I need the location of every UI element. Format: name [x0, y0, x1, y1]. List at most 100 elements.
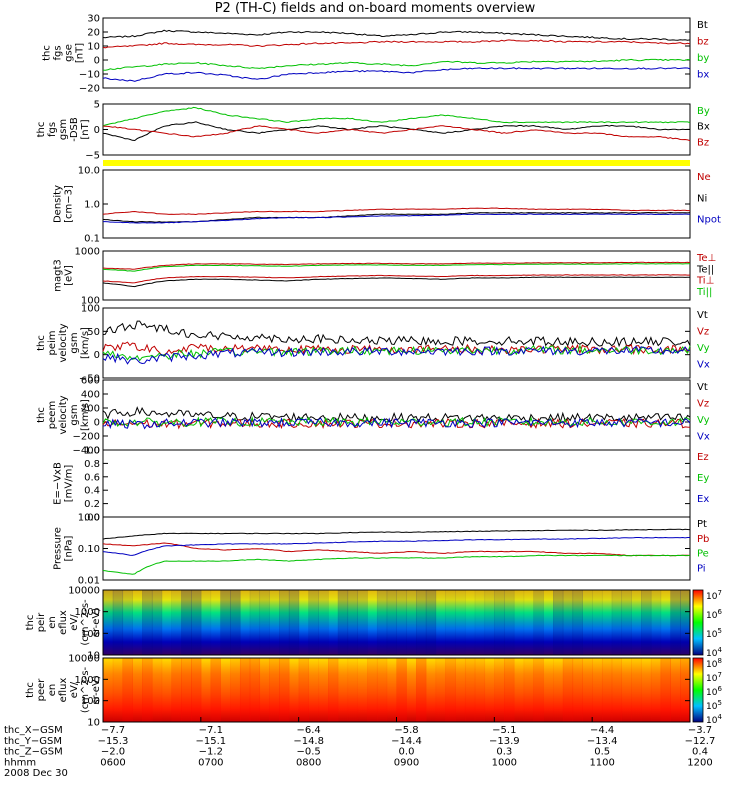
- spectrogram-column: [582, 658, 593, 722]
- legend-Ti⊥: Ti⊥: [696, 276, 714, 287]
- spectrogram-column: [523, 590, 534, 655]
- spectrogram-column: [367, 658, 378, 722]
- legend-Bx: Bx: [697, 122, 710, 133]
- ytick-label: 100: [81, 629, 100, 640]
- ylabel: fgs: [53, 45, 64, 60]
- spectrogram-column: [249, 658, 261, 722]
- ylabel: thc: [36, 407, 47, 423]
- ylabel: thc: [25, 615, 36, 631]
- ytick-label: 30: [87, 14, 100, 25]
- footer-value: 0600: [100, 757, 125, 768]
- ylabel: gsm: [58, 119, 69, 140]
- spectrogram-column: [288, 658, 300, 722]
- panel-5: 100 50 0 −50 thc peim velocity gsm [km/s] Vt Vz Vy V…: [36, 304, 710, 385]
- spectrogram-column: [621, 658, 632, 722]
- footer-value: 1100: [589, 757, 614, 768]
- ytick-label: −200: [73, 432, 100, 443]
- legend-Te||: Te||: [696, 264, 714, 275]
- spectrogram-column: [631, 658, 642, 722]
- ylabel: (cm^2-s-: [80, 666, 91, 713]
- panel-9: 107 106 105 104 10000 1000 100 10 thc peir en eflux…: [25, 586, 722, 662]
- spectrogram-column: [582, 590, 593, 655]
- spectrogram-column: [660, 590, 671, 655]
- legend-Bz: Bz: [697, 137, 709, 148]
- ylabel: [km/s]: [80, 327, 91, 359]
- spectrogram-column: [122, 658, 133, 722]
- footer-value: −14.8: [293, 736, 324, 747]
- panel-frame: [102, 169, 691, 239]
- colorbar-label: 106: [706, 608, 722, 621]
- spectrogram-column: [279, 590, 290, 655]
- spectrogram-column: [406, 590, 417, 655]
- spectrogram-column: [474, 590, 486, 655]
- spectrogram-column: [298, 658, 309, 722]
- spectrogram-column: [562, 590, 574, 655]
- spectrogram-column: [621, 590, 632, 655]
- spectrogram-column: [445, 590, 456, 655]
- ylabel: peer: [36, 678, 47, 702]
- spectrogram-column: [641, 658, 652, 722]
- ylabel: E=−VxB: [53, 462, 64, 505]
- panel-frame: [102, 516, 691, 581]
- spectrogram-column: [416, 590, 427, 655]
- spectrogram: [103, 590, 690, 655]
- legend-Vy: Vy: [697, 343, 710, 354]
- legend-Vz: Vz: [697, 399, 709, 410]
- footer-value: 0700: [198, 757, 223, 768]
- ytick-label: 1.0: [84, 200, 100, 211]
- spectrogram-column: [543, 590, 554, 655]
- footer-value: −12.7: [685, 736, 716, 747]
- spectrogram-column: [347, 590, 358, 655]
- spectrogram-column: [572, 658, 583, 722]
- series-Ti⊥: [102, 261, 691, 270]
- footer-row-label: thc_Y−GSM: [4, 736, 62, 747]
- ytick-label: −20: [79, 84, 100, 95]
- series-bz: [102, 39, 691, 49]
- spectrogram-column: [680, 658, 691, 722]
- spectrogram-column: [249, 590, 261, 655]
- quality-flag-bar: [103, 160, 690, 166]
- legend-Ey: Ey: [697, 473, 709, 484]
- ylabel: [nPa]: [64, 535, 75, 561]
- ytick-label: −10: [79, 70, 100, 81]
- footer-value: −7.7: [101, 725, 125, 736]
- spectrogram-column: [171, 590, 182, 655]
- spectrogram-column: [376, 590, 388, 655]
- legend-Ez: Ez: [697, 452, 709, 463]
- legend-Pe: Pe: [697, 549, 709, 560]
- ytick-label: 0: [94, 125, 100, 136]
- ytick-label: 50: [87, 327, 100, 338]
- ylabel: eflux: [58, 678, 69, 703]
- spectrogram-column: [181, 658, 192, 722]
- ylabel: peir: [36, 612, 47, 632]
- spectrogram-column: [533, 590, 544, 655]
- panel-frame: [102, 307, 691, 379]
- ylabel: en: [47, 684, 58, 697]
- panel-frame: [102, 103, 691, 156]
- ytick-label: 100: [81, 696, 100, 707]
- colorbar-label: 104: [706, 713, 722, 726]
- series-Bz: [102, 125, 691, 142]
- footer-value: 0.4: [692, 747, 708, 758]
- ytick-label: 400: [81, 390, 100, 401]
- spectrogram-column: [396, 658, 407, 722]
- series-Vt: [102, 320, 691, 348]
- ytick-label: 20: [87, 28, 100, 39]
- ylabel: en: [47, 616, 58, 629]
- colorbar-label: 104: [706, 646, 722, 659]
- panel-3: 10.0 1.0 0.1 Density [cm−3] Ne Ni Npot: [53, 166, 721, 245]
- spectrogram-column: [298, 590, 309, 655]
- ylabel: [cm−3]: [64, 185, 75, 223]
- ytick-label: 0.1: [84, 234, 100, 245]
- spectrogram-column: [572, 590, 583, 655]
- ylabel: sr-eV): [91, 675, 102, 704]
- spectrogram-column: [367, 590, 378, 655]
- ytick-label: 0: [94, 418, 100, 429]
- spectrogram-column: [504, 590, 515, 655]
- ytick-label: 200: [81, 404, 100, 415]
- ytick-label: 0.8: [84, 459, 100, 470]
- spectrogram-column: [318, 658, 329, 722]
- spectrogram-column: [181, 590, 192, 655]
- spectrogram-column: [200, 590, 212, 655]
- legend-Ti||: Ti||: [696, 287, 712, 298]
